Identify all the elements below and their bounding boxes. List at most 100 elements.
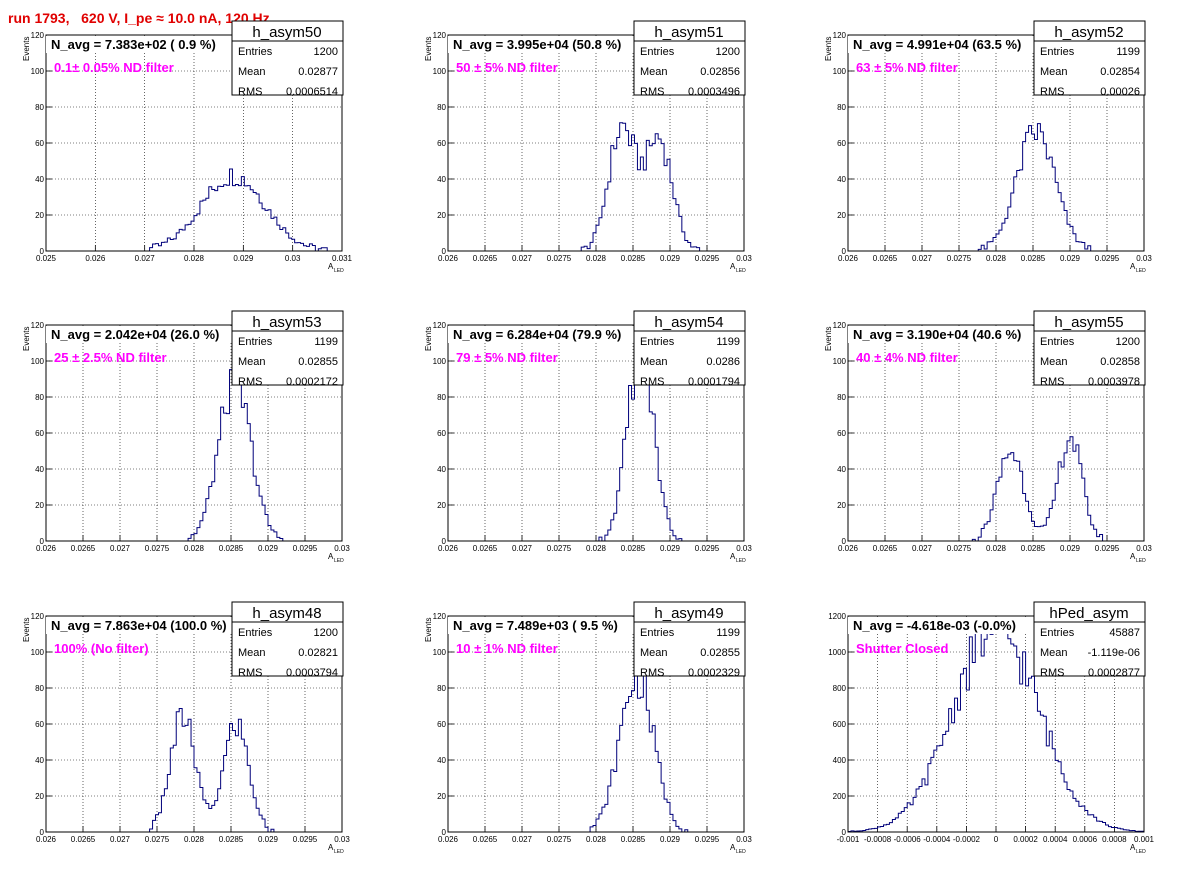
y-tick-label: 60: [35, 720, 44, 729]
y-tick-label: 20: [837, 501, 846, 510]
histogram-panel-h_asym52: 0.026 0.0265 0.027 0.0275 0.028 0.0285 0.029 0.…: [824, 20, 1152, 274]
x-tick-label: 0.028: [586, 544, 607, 553]
x-axis-label-sub: LED: [1136, 558, 1146, 564]
stat-value: 0.0003978: [1088, 376, 1140, 388]
filter-annotation: 25 ± 2.5% ND filter: [54, 350, 167, 365]
x-tick-label: 0.028: [184, 254, 205, 263]
x-tick-label: 0.031: [332, 254, 353, 263]
x-tick-label: 0.0285: [219, 544, 244, 553]
stat-value: 1199: [314, 336, 338, 348]
y-tick-label: 120: [833, 31, 847, 40]
histogram-title: h_asym55: [1054, 314, 1123, 331]
x-tick-label: 0.001: [1134, 835, 1155, 844]
y-axis-label: Events: [824, 37, 833, 61]
histogram-series: [848, 436, 1144, 542]
y-tick-label: 0: [842, 537, 847, 546]
x-tick-label: 0.0265: [473, 835, 498, 844]
x-tick-label: 0.0002: [1013, 835, 1038, 844]
x-axis-label-sub: LED: [736, 849, 746, 855]
x-tick-label: 0.025: [36, 254, 57, 263]
navg-box: [46, 326, 272, 343]
x-tick-label: 0.027: [135, 254, 156, 263]
x-axis-label: A: [328, 843, 334, 852]
x-tick-label: 0.029: [233, 254, 254, 263]
x-tick-label: -0.0008: [864, 835, 892, 844]
stat-name: Entries: [238, 627, 273, 639]
x-tick-label: 0.0265: [473, 254, 498, 263]
y-tick-label: 60: [437, 429, 446, 438]
navg-label: N_avg = 4.991e+04 (63.5 %): [853, 37, 1021, 52]
x-tick-label: 0.0285: [621, 254, 646, 263]
plot-frame: [45, 34, 343, 252]
x-tick-label: -0.0006: [894, 835, 922, 844]
stat-name: Entries: [1040, 336, 1075, 348]
y-axis-label: Events: [424, 327, 433, 351]
filter-annotation: 63 ± 5% ND filter: [856, 60, 958, 75]
stat-name: RMS: [640, 86, 664, 98]
y-tick-label: 60: [35, 429, 44, 438]
x-axis-label: A: [730, 552, 736, 561]
histogram-panel-h_asym53: 0.026 0.0265 0.027 0.0275 0.028 0.0285 0.029 0.…: [22, 310, 350, 564]
navg-box: [46, 617, 272, 634]
x-tick-label: 0.0265: [71, 544, 96, 553]
y-tick-label: 0: [442, 537, 447, 546]
y-tick-label: 40: [437, 175, 446, 184]
x-tick-label: 0.0285: [1021, 544, 1046, 553]
stat-value: 0.02821: [298, 647, 338, 659]
y-tick-label: 100: [31, 357, 45, 366]
stat-name: Entries: [238, 336, 273, 348]
y-tick-label: 100: [833, 67, 847, 76]
stat-name: Mean: [1040, 356, 1068, 368]
y-tick-label: 20: [35, 792, 44, 801]
y-tick-label: 40: [35, 175, 44, 184]
x-tick-label: 0.0275: [947, 254, 972, 263]
x-axis-label-sub: LED: [334, 849, 344, 855]
stat-value: 0.0002329: [688, 667, 740, 679]
x-tick-label: 0.0265: [71, 835, 96, 844]
y-tick-label: 120: [433, 31, 447, 40]
y-tick-label: 40: [837, 175, 846, 184]
histogram-title: h_asym48: [252, 605, 321, 622]
y-tick-label: 0: [842, 247, 847, 256]
histogram-panel-h_asym54: 0.026 0.0265 0.027 0.0275 0.028 0.0285 0.029 0.…: [424, 310, 752, 564]
plot-frame: [45, 615, 343, 833]
y-tick-label: 400: [833, 756, 847, 765]
y-tick-label: 0: [842, 828, 847, 837]
stat-value: 1200: [716, 46, 740, 58]
stat-name: Mean: [640, 356, 668, 368]
stat-value: 0.0002877: [1088, 667, 1140, 679]
x-axis-label: A: [1130, 552, 1136, 561]
y-tick-label: 40: [35, 465, 44, 474]
histogram-title: h_asym50: [252, 24, 321, 41]
y-axis-label: Events: [424, 618, 433, 642]
histogram-panel-h_asym48: 0.026 0.0265 0.027 0.0275 0.028 0.0285 0.029 0.…: [22, 601, 350, 855]
x-tick-label: 0.0275: [547, 254, 572, 263]
y-tick-label: 120: [833, 321, 847, 330]
x-tick-label: 0.026: [438, 835, 459, 844]
filter-annotation: 50 ± 5% ND filter: [456, 60, 558, 75]
histogram-panel-h_asym55: 0.026 0.0265 0.027 0.0275 0.028 0.0285 0.029 0.…: [824, 310, 1152, 564]
x-tick-label: 0.03: [334, 835, 350, 844]
x-tick-label: 0.029: [660, 835, 681, 844]
x-axis-label-sub: LED: [736, 558, 746, 564]
x-tick-label: 0.026: [85, 254, 106, 263]
stat-name: RMS: [1040, 86, 1064, 98]
x-tick-label: 0.027: [512, 835, 533, 844]
x-tick-label: 0.0285: [621, 544, 646, 553]
stats-box: [231, 601, 344, 677]
stat-value: 0.0003794: [286, 667, 338, 679]
x-axis-label: A: [730, 843, 736, 852]
y-axis-label: Events: [424, 37, 433, 61]
x-tick-label: 0.0295: [293, 835, 318, 844]
x-tick-label: 0.027: [512, 544, 533, 553]
x-tick-label: 0.0295: [1095, 544, 1120, 553]
y-tick-label: 40: [437, 756, 446, 765]
stats-box: [633, 601, 746, 677]
plot-frame: [447, 615, 745, 833]
navg-label: N_avg = 3.995e+04 (50.8 %): [453, 37, 621, 52]
x-tick-label: 0.026: [838, 544, 859, 553]
navg-box: [46, 36, 272, 53]
x-tick-label: 0.0275: [547, 544, 572, 553]
stat-value: 1200: [314, 627, 338, 639]
x-tick-label: 0: [994, 835, 999, 844]
